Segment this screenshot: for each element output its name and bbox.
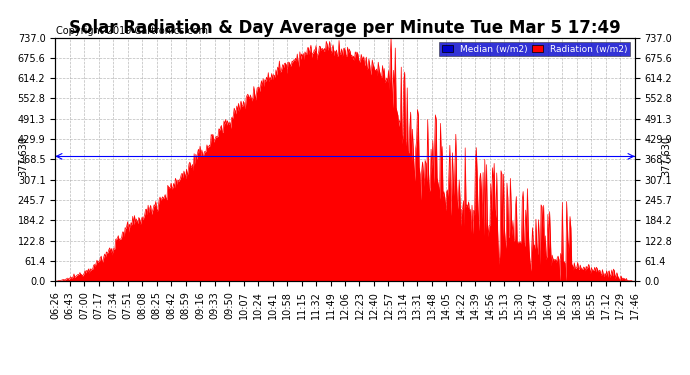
- Text: Copyright 2019 Cartronics.com: Copyright 2019 Cartronics.com: [57, 26, 208, 36]
- Text: 377.630: 377.630: [19, 136, 28, 176]
- Title: Solar Radiation & Day Average per Minute Tue Mar 5 17:49: Solar Radiation & Day Average per Minute…: [69, 20, 621, 38]
- Text: 377.630: 377.630: [662, 136, 671, 176]
- Legend: Median (w/m2), Radiation (w/m2): Median (w/m2), Radiation (w/m2): [439, 42, 630, 56]
